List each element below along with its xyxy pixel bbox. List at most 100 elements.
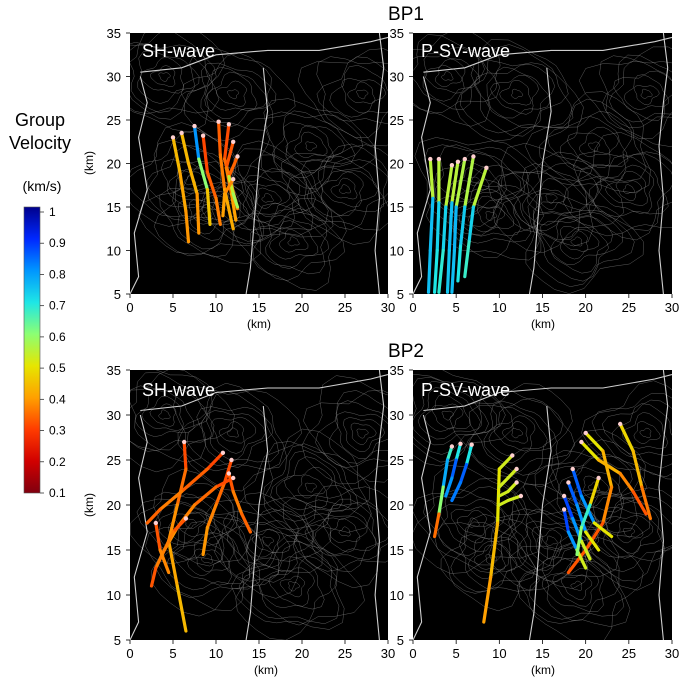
y-tick-label: 35	[390, 363, 404, 378]
ray-path-segment	[618, 422, 635, 453]
panel-label: P-SV-wave	[421, 41, 510, 61]
x-tick-label: 20	[578, 300, 592, 315]
source-point	[231, 139, 236, 144]
source-point	[436, 156, 442, 162]
colorbar-tick-label: 0.2	[49, 455, 66, 469]
ray-path-segment	[437, 248, 445, 294]
x-axis-label: (km)	[531, 663, 555, 677]
ray-paths	[426, 154, 489, 294]
source-point	[183, 516, 189, 521]
source-point	[226, 471, 232, 476]
ray-path-segment	[186, 161, 199, 196]
ray-path-segment	[467, 205, 475, 244]
ray-path-segment	[497, 498, 510, 507]
y-tick-label: 10	[107, 588, 121, 603]
x-tick-label: 25	[338, 646, 352, 661]
y-tick-label: 15	[390, 200, 404, 215]
y-tick-label: 10	[390, 244, 404, 259]
source-point	[510, 453, 515, 458]
ray-path-segment	[218, 153, 227, 192]
ray-path-segment	[197, 157, 209, 192]
ray-path-segment	[217, 120, 222, 157]
y-tick-label: 5	[397, 633, 404, 648]
ray-path-segment	[205, 170, 218, 200]
colorbar-tick-label: 1	[49, 205, 56, 219]
ray-path-segment	[450, 480, 463, 503]
ray-path-segment	[195, 192, 201, 235]
source-point	[226, 122, 232, 127]
x-axis-label: (km)	[254, 663, 278, 677]
ray-path-segment	[223, 188, 235, 231]
ray-path-segment	[464, 443, 474, 467]
y-tick-label: 20	[390, 498, 404, 513]
ray-path	[444, 441, 463, 498]
ray-path-segment	[223, 458, 234, 485]
ray-path	[618, 421, 653, 521]
y-tick-label: 20	[107, 498, 121, 513]
ray-path	[226, 471, 252, 534]
ray-path-segment	[223, 122, 231, 161]
colorbar-tick-label: 0.4	[49, 392, 66, 406]
ray-path-segment	[571, 467, 584, 498]
ray-path-segment	[214, 480, 227, 507]
ray-path	[497, 466, 519, 489]
source-point	[514, 466, 519, 472]
ray-path-segment	[444, 163, 454, 209]
x-tick-label: 20	[295, 646, 309, 661]
colorbar-tick-label: 0.8	[49, 267, 66, 281]
y-tick-label: 10	[107, 244, 121, 259]
x-tick-label: 20	[578, 646, 592, 661]
ray-path-segment	[184, 209, 191, 244]
ray-path-segment	[497, 489, 510, 498]
panel-label: SH-wave	[142, 380, 215, 400]
ray-path-segment	[180, 467, 209, 494]
ray-path-segment	[489, 521, 500, 579]
ray-path-segment	[566, 548, 588, 575]
ray-path-segment	[592, 521, 614, 539]
source-point	[428, 156, 433, 162]
ray-path-segment	[588, 476, 601, 507]
ray-path-segment	[452, 205, 458, 253]
y-tick-label: 10	[390, 588, 404, 603]
x-tick-label: 5	[169, 646, 176, 661]
panel-label: P-SV-wave	[421, 380, 510, 400]
ray-path-segment	[180, 131, 191, 166]
ray-path-segment	[482, 575, 493, 624]
x-tick-label: 15	[252, 646, 266, 661]
ray-path-segment	[154, 521, 162, 552]
ray-path-segment	[458, 462, 469, 485]
source-point	[471, 154, 476, 159]
ray-path-segment	[227, 154, 240, 179]
ray-path	[463, 165, 489, 279]
ray-path-segment	[450, 160, 460, 205]
x-tick-label: 0	[126, 646, 133, 661]
ray-path-segment	[192, 124, 201, 161]
x-tick-label: 15	[252, 300, 266, 315]
x-tick-label: 20	[295, 300, 309, 315]
ray-path-segment	[579, 440, 601, 462]
source-point	[561, 493, 567, 499]
ray-path-segment	[205, 451, 225, 471]
source-point	[229, 457, 234, 463]
y-tick-label: 15	[107, 543, 121, 558]
colorbar-tick-label: 0.7	[49, 299, 66, 313]
source-point	[455, 159, 461, 164]
ray-path-segment	[205, 188, 212, 226]
ray-path-segment	[463, 154, 475, 209]
x-tick-label: 25	[622, 300, 636, 315]
ray-path-segment	[444, 476, 454, 498]
source-point	[220, 450, 226, 455]
ray-path	[192, 123, 212, 226]
source-point	[561, 507, 567, 512]
ray-path	[153, 520, 171, 575]
ray-path-segment	[463, 240, 471, 279]
ray-path	[497, 480, 519, 498]
ray-path	[497, 493, 524, 507]
ray-path	[450, 156, 467, 294]
source-point	[449, 163, 455, 168]
source-point	[153, 520, 158, 526]
